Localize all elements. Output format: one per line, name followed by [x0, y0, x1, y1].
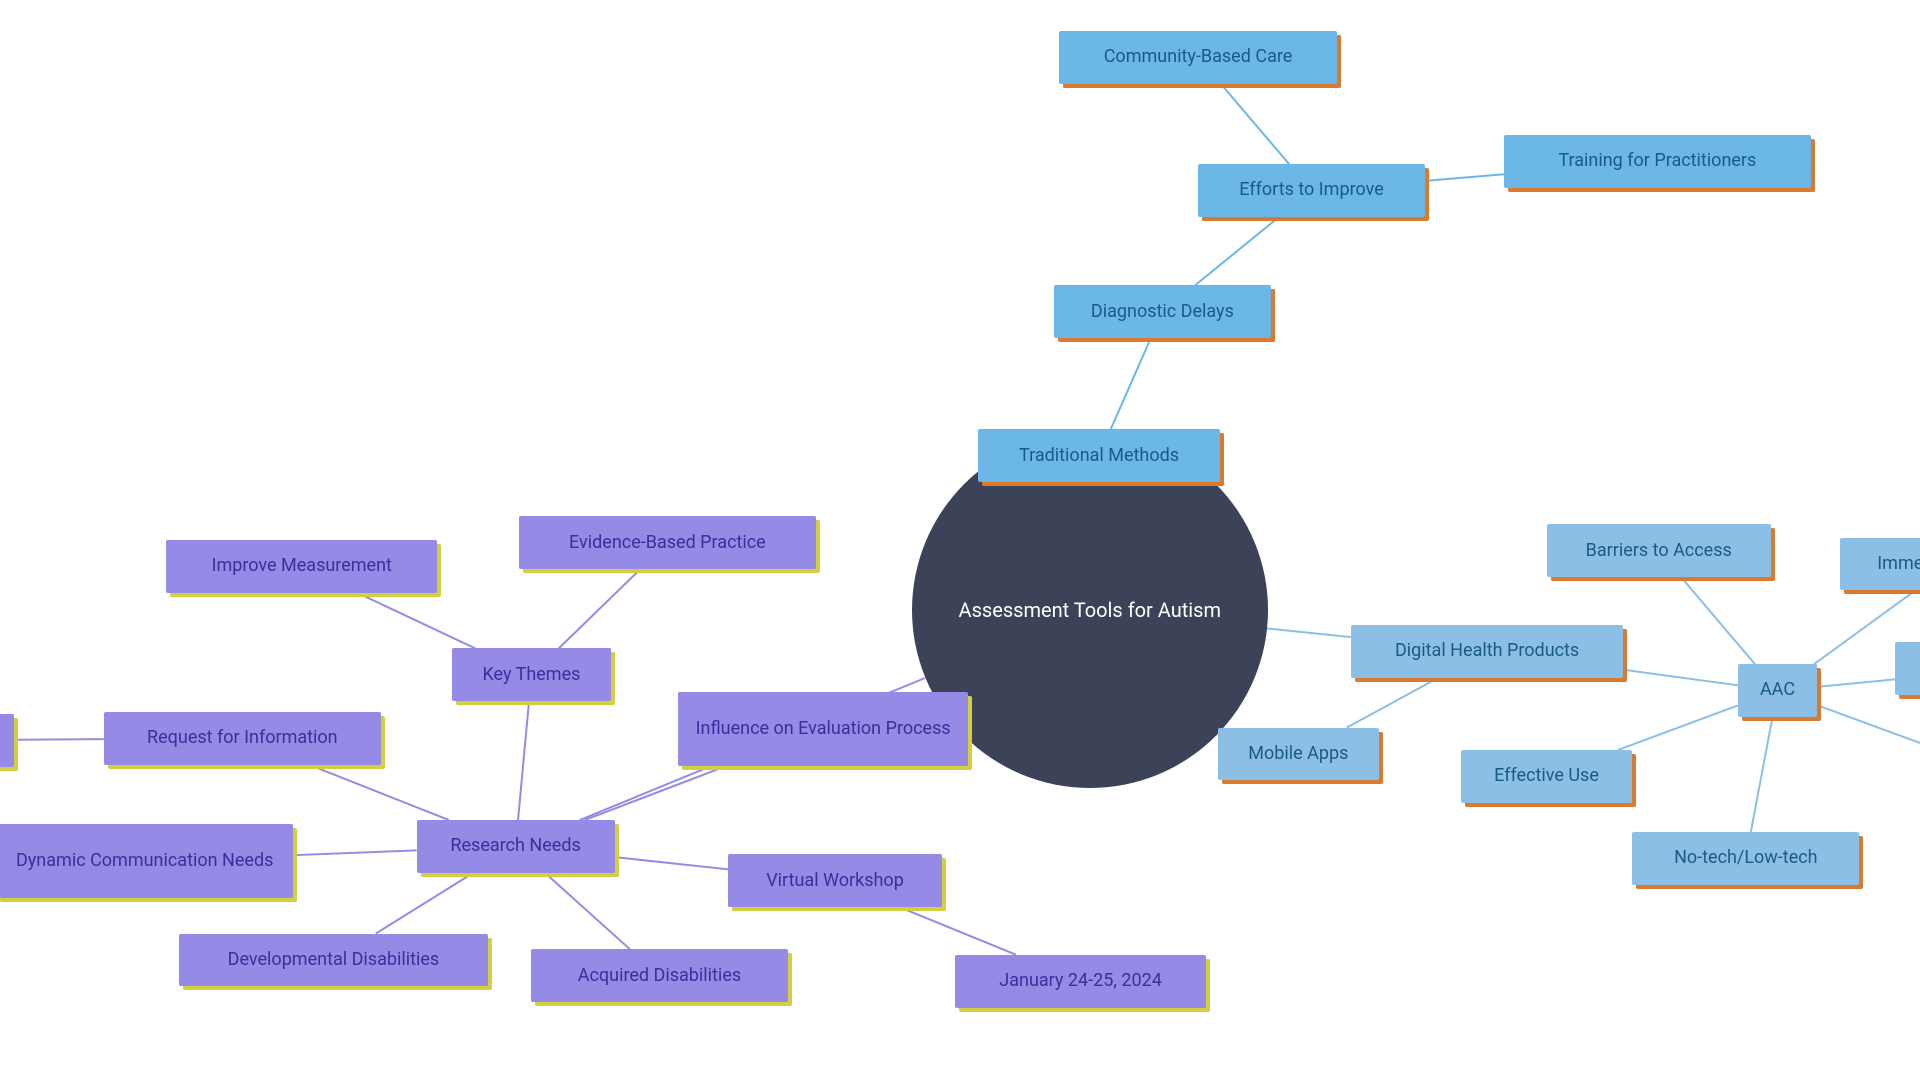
node-continuing: Continuing Access: [1895, 642, 1920, 695]
edge-digital-aac: [1623, 670, 1738, 686]
edge-efforts-training: [1425, 174, 1504, 181]
edge-research-acquired: [545, 873, 630, 950]
edge-keythemes-evidence: [559, 569, 641, 648]
node-digital: Digital Health Products: [1351, 625, 1623, 678]
node-rfi: Request for Information: [104, 712, 381, 765]
node-community: Community-Based Care: [1059, 31, 1336, 84]
edge-aac-effective: [1618, 705, 1738, 750]
node-dynamic: Dynamic Communication Needs: [0, 824, 293, 898]
node-acquired: Acquired Disabilities: [531, 949, 788, 1002]
node-improve: Improve Measurement: [166, 540, 437, 593]
mindmap-canvas: Assessment Tools for Autism Traditional …: [0, 0, 1920, 1080]
edge-center-digital: [1267, 628, 1351, 637]
node-jul: July 10 - September 15, 2024: [0, 714, 14, 767]
edge-research-keythemes: [518, 701, 529, 820]
node-mobile: Mobile Apps: [1218, 728, 1379, 781]
node-effective: Effective Use: [1461, 750, 1633, 803]
edge-aac-continuing: [1817, 679, 1895, 687]
edge-research-rfi: [309, 765, 449, 820]
edge-research-dev: [376, 873, 473, 934]
edge-aac-lowtech: [1751, 717, 1773, 832]
node-efforts: Efforts to Improve: [1198, 164, 1425, 217]
node-virtual: Virtual Workshop: [728, 854, 942, 907]
node-keythemes: Key Themes: [452, 648, 610, 701]
edge-efforts-community: [1221, 84, 1290, 165]
node-traditional: Traditional Methods: [978, 429, 1221, 482]
edge-aac-hightech: [1817, 705, 1920, 748]
node-research: Research Needs: [417, 820, 615, 873]
node-aac: AAC: [1738, 664, 1817, 717]
edge-virtual-jan: [900, 907, 1016, 955]
edge-digital-mobile: [1347, 678, 1439, 728]
node-barriers: Barriers to Access: [1547, 524, 1771, 577]
edge-research-virtual: [615, 857, 729, 869]
node-dev: Developmental Disabilities: [179, 934, 488, 987]
edge-research-dynamic: [293, 850, 416, 855]
node-evidence: Evidence-Based Practice: [519, 516, 816, 569]
edge-research-influence: [585, 766, 727, 820]
edge-keythemes-improve: [358, 593, 476, 648]
node-diagnostic: Diagnostic Delays: [1054, 285, 1272, 338]
edge-traditional-diagnostic: [1111, 338, 1151, 429]
edge-diagnostic-efforts: [1195, 217, 1279, 286]
edge-rfi-jul: [14, 739, 104, 740]
node-training: Training for Practitioners: [1504, 135, 1810, 188]
node-jan: January 24-25, 2024: [955, 955, 1206, 1008]
node-immediate: Immediate Access: [1840, 538, 1920, 591]
node-influence: Influence on Evaluation Process: [678, 692, 968, 766]
edge-aac-barriers: [1681, 577, 1755, 664]
node-lowtech: No-tech/Low-tech: [1632, 832, 1859, 885]
